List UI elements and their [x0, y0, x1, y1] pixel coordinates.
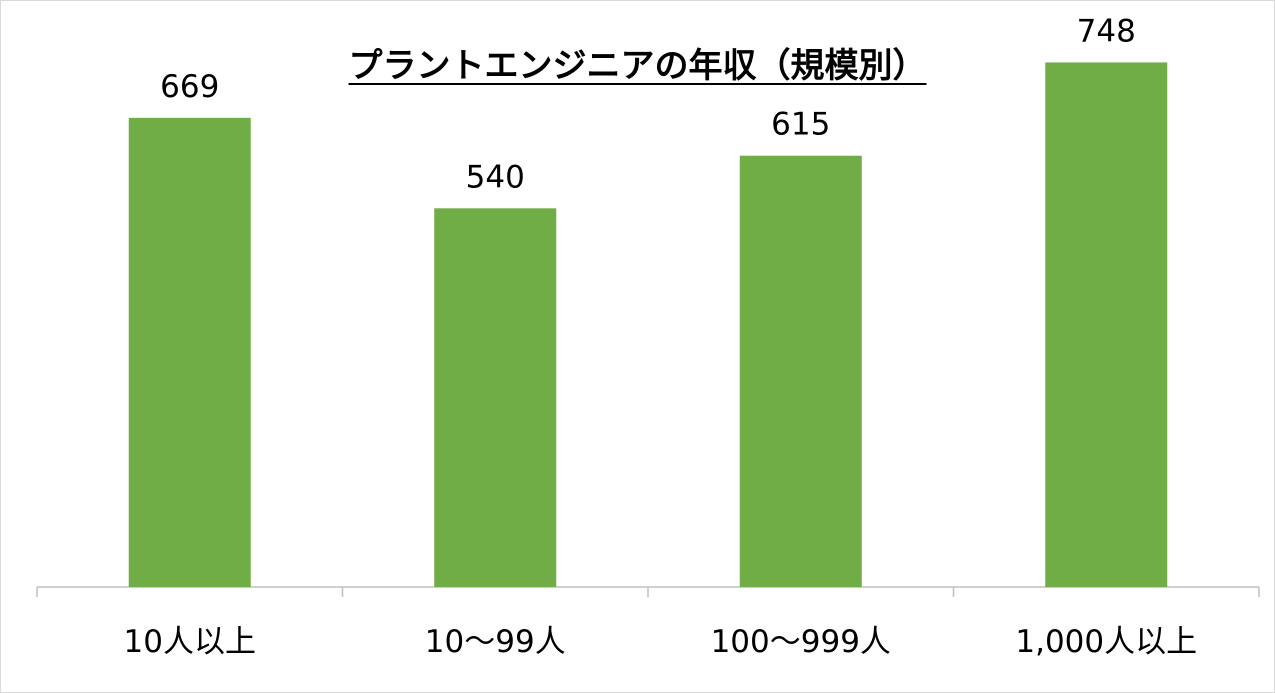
- chart-title: プラントエンジニアの年収（規模別）: [348, 46, 927, 86]
- data-label: 615: [771, 107, 830, 143]
- x-axis-ticks: [36, 587, 1260, 597]
- bar-series: [128, 62, 1168, 588]
- data-labels: 669 540 615 748: [160, 13, 1136, 195]
- bar: [1045, 62, 1168, 587]
- bar: [434, 208, 557, 588]
- data-label: 540: [466, 159, 525, 195]
- data-label: 669: [160, 69, 219, 105]
- bar: [739, 155, 862, 587]
- category-label: 10〜99人: [425, 624, 566, 660]
- category-label: 1,000人以上: [1015, 624, 1197, 660]
- category-label: 10人以上: [124, 624, 256, 660]
- category-label: 100〜999人: [711, 624, 891, 660]
- category-labels: 10人以上 10〜99人 100〜999人 1,000人以上: [124, 624, 1198, 660]
- data-label: 748: [1077, 13, 1136, 49]
- bar: [128, 117, 251, 587]
